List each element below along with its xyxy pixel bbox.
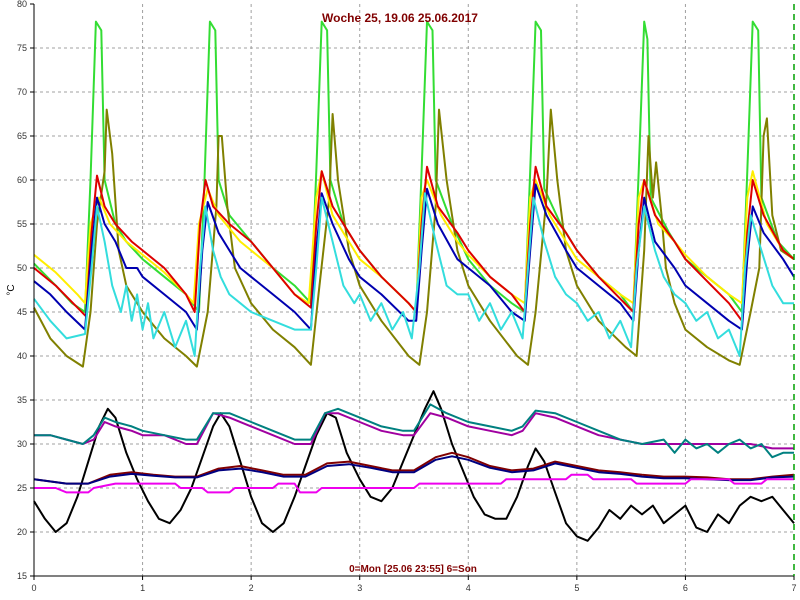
x-tick-label-4: 4 [466,583,471,593]
y-tick-label-20: 20 [17,527,27,537]
chart-title: Woche 25, 19.06 25.06.2017 [322,11,478,25]
x-axis-caption: 0=Mon [25.06 23:55] 6=Son [349,564,477,575]
series-line-9 [34,403,794,459]
series-line-12 [34,473,794,494]
y-axis-label: °C [6,284,17,295]
x-tick-label-6: 6 [683,583,688,593]
x-tick-label-1: 1 [140,583,145,593]
series-lines [33,20,795,542]
series-line-6 [33,192,794,357]
series-line-1 [33,20,795,313]
y-tick-label-25: 25 [17,483,27,493]
y-tick-label-65: 65 [17,131,27,141]
series-line-11 [33,455,795,485]
y-tick-label-40: 40 [17,351,27,361]
x-tick-labels: 0 1 2 3 4 5 6 7 [31,576,797,593]
grid-lines [34,4,794,576]
x-tick-label-3: 3 [357,583,362,593]
y-tick-label-60: 60 [17,175,27,185]
y-tick-label-70: 70 [17,87,27,97]
y-tick-label-15: 15 [17,571,27,581]
axes [33,4,795,577]
x-tick-label-0: 0 [31,583,36,593]
y-tick-label-75: 75 [17,43,27,53]
y-tick-label-35: 35 [17,395,27,405]
y-tick-label-50: 50 [17,263,27,273]
x-tick-label-7: 7 [791,583,796,593]
x-tick-label-2: 2 [249,583,254,593]
y-tick-label-80: 80 [17,0,27,9]
series-line-5 [33,183,795,331]
x-tick-label-5: 5 [574,583,579,593]
y-tick-label-30: 30 [17,439,27,449]
y-tick-label-45: 45 [17,307,27,317]
y-tick-labels: 15 20 25 30 35 40 45 50 55 60 65 70 75 80 [17,0,34,581]
y-tick-label-55: 55 [17,219,27,229]
